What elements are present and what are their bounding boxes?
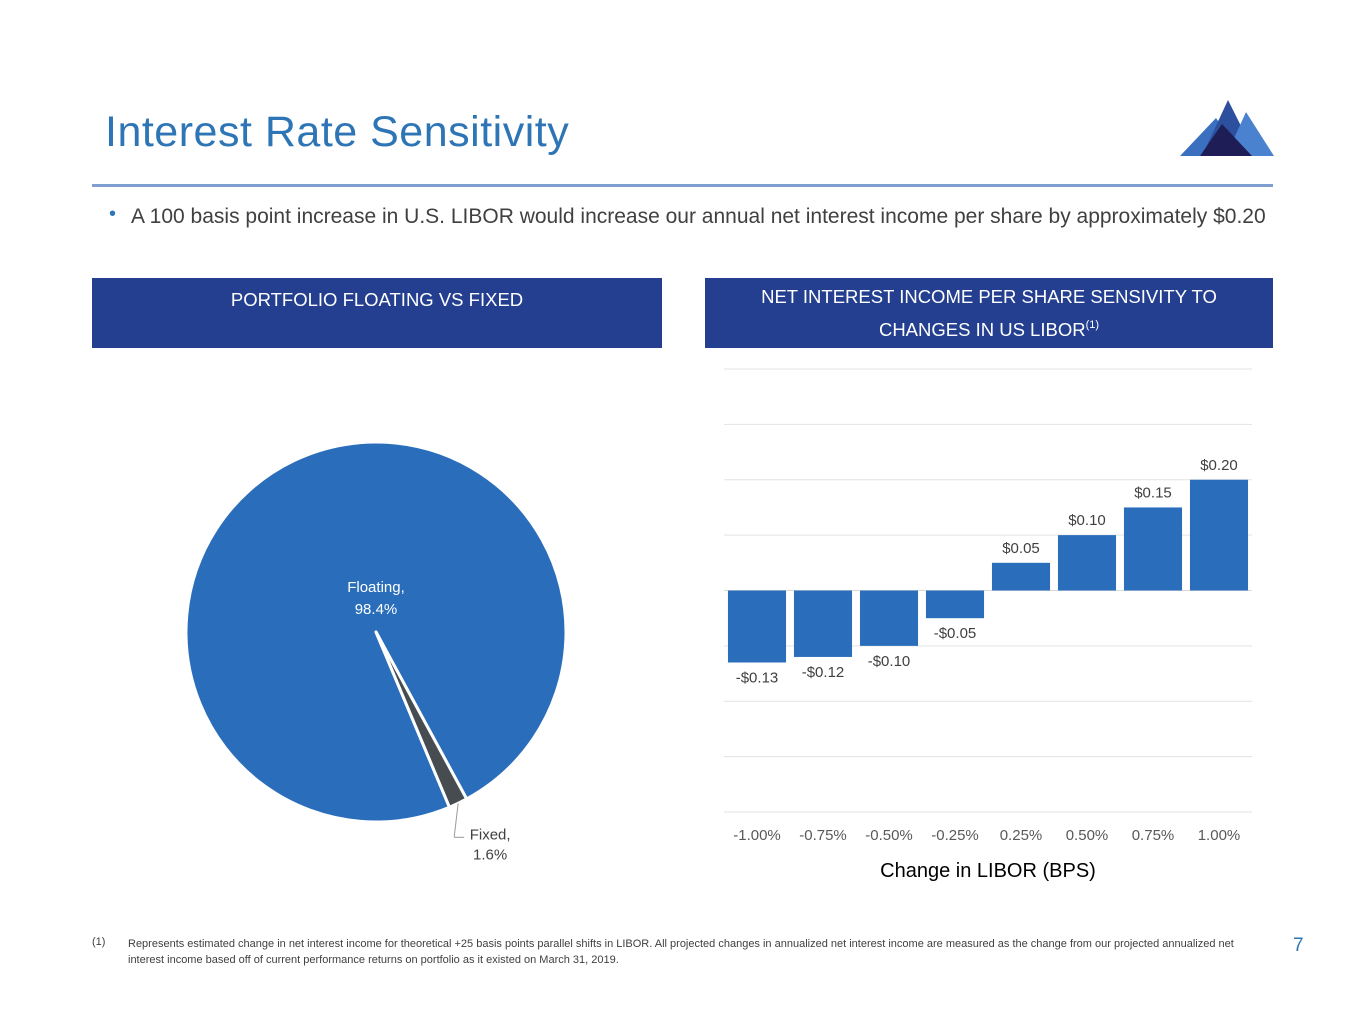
- bar-panel-title-line2: CHANGES IN US LIBOR(1): [879, 311, 1099, 344]
- bar-panel-header: NET INTEREST INCOME PER SHARE SENSIVITY …: [705, 278, 1273, 348]
- footnote-text: Represents estimated change in net inter…: [128, 938, 1234, 966]
- bar-chart: -$0.13 -$0.12 -$0.10 -$0.05 $0.05 $0.10 $0.15 $…: [724, 368, 1252, 844]
- pie-panel-header: PORTFOLIO FLOATING VS FIXED: [92, 278, 662, 348]
- pie-label-floating-name: Floating,: [347, 579, 405, 596]
- bar-data-label: $0.15: [1134, 484, 1172, 501]
- bar-panel-title-line1: NET INTEREST INCOME PER SHARE SENSIVITY …: [761, 285, 1217, 307]
- page-number: 7: [1293, 935, 1304, 956]
- pie-label-fixed-name: Fixed,: [470, 826, 511, 843]
- x-tick-label: -0.50%: [865, 827, 913, 844]
- x-tick-label: 0.25%: [1000, 827, 1043, 844]
- x-axis-title: Change in LIBOR (BPS): [880, 860, 1096, 882]
- bar-panel-title-line2-text: CHANGES IN US LIBOR: [878, 318, 1086, 340]
- x-tick-label: 1.00%: [1198, 827, 1241, 844]
- bar-0.25%: [991, 562, 1051, 591]
- pie-label-floating-value: 98.4%: [355, 601, 398, 618]
- bar--1.00%: [727, 590, 787, 663]
- pie-label-fixed-value: 1.6%: [473, 846, 507, 863]
- key-point-text: A 100 basis point increase in U.S. LIBOR…: [131, 205, 1266, 228]
- bar--0.50%: [859, 590, 919, 646]
- pie-slice-fixed: [374, 630, 469, 809]
- bar-data-label: $0.10: [1068, 512, 1106, 529]
- bullet-icon: •: [109, 203, 117, 225]
- x-tick-label: -1.00%: [733, 827, 781, 844]
- bar--0.25%: [925, 590, 985, 619]
- pie-panel-title: PORTFOLIO FLOATING VS FIXED: [230, 289, 524, 310]
- bar-0.50%: [1057, 535, 1117, 591]
- footnote-marker: (1): [92, 936, 106, 948]
- x-tick-label: 0.50%: [1066, 827, 1109, 844]
- pie-chart: Floating, 98.4% Fixed, 1.6%: [184, 440, 568, 863]
- bar-data-label: -$0.12: [802, 664, 845, 681]
- bar-data-label: -$0.05: [934, 625, 977, 642]
- title-divider: [92, 184, 1273, 187]
- bar-data-label: -$0.13: [736, 669, 779, 686]
- x-tick-label: 0.75%: [1132, 827, 1175, 844]
- mountain-logo-icon: [1180, 100, 1274, 156]
- fixed-leader-line: [453, 803, 459, 838]
- bar-data-label: $0.05: [1002, 540, 1040, 557]
- bar-data-label: -$0.10: [868, 653, 911, 670]
- slide-title: Interest Rate Sensitivity: [105, 108, 570, 156]
- bar-1.00%: [1189, 479, 1249, 591]
- footnote-ref: (1): [1085, 318, 1100, 331]
- x-tick-label: -0.25%: [931, 827, 979, 844]
- bar-0.75%: [1123, 507, 1183, 591]
- bar--0.75%: [793, 590, 853, 657]
- x-tick-label: -0.75%: [799, 827, 847, 844]
- bar-data-label: $0.20: [1200, 457, 1238, 474]
